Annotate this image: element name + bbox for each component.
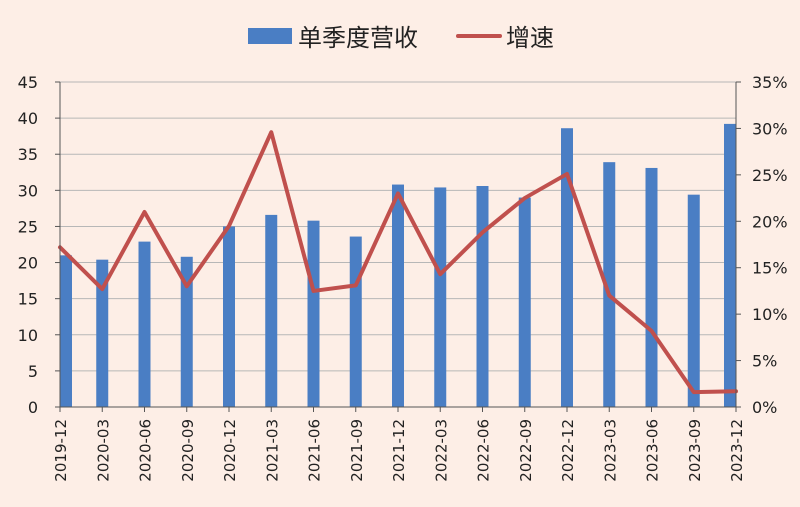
bar [60, 255, 72, 407]
x-axis-tick-label: 2020-06 [137, 419, 155, 482]
left-axis-tick-label: 10 [18, 326, 38, 345]
right-axis-tick-label: 15% [752, 259, 788, 278]
bar [434, 187, 446, 407]
left-axis-tick-label: 0 [28, 398, 38, 417]
right-axis-tick-label: 25% [752, 166, 788, 185]
x-axis-tick-label: 2023-03 [601, 419, 619, 482]
x-axis-tick-label: 2021-12 [390, 419, 408, 482]
bar [724, 124, 736, 407]
right-axis-tick-label: 30% [752, 119, 788, 138]
x-axis-tick-label: 2022-12 [559, 419, 577, 482]
bar [561, 128, 573, 407]
x-axis-tick-label: 2022-03 [432, 419, 450, 482]
bar [477, 186, 489, 407]
bar [392, 185, 404, 407]
x-axis-tick-label: 2021-06 [306, 419, 324, 482]
x-axis-tick-label: 2019-12 [52, 419, 70, 482]
left-axis-tick-label: 40 [18, 109, 38, 128]
x-axis-tick-label: 2023-09 [686, 419, 704, 482]
x-axis-tick-label: 2021-09 [348, 419, 366, 482]
bar [139, 242, 151, 407]
legend-bar-swatch [248, 28, 292, 44]
x-axis-tick-label: 2020-12 [221, 419, 239, 482]
bar [646, 168, 658, 407]
left-axis-tick-label: 35 [18, 145, 38, 164]
bar [265, 215, 277, 407]
right-axis-tick-label: 10% [752, 305, 788, 324]
bar [308, 221, 320, 407]
right-axis-tick-label: 20% [752, 212, 788, 231]
x-axis-tick-label: 2023-12 [728, 419, 746, 482]
x-axis-tick-label: 2022-09 [517, 419, 535, 482]
x-axis-tick-label: 2020-09 [179, 419, 197, 482]
bar [688, 195, 700, 407]
left-axis-tick-label: 20 [18, 254, 38, 273]
x-axis-tick-label: 2021-03 [263, 419, 281, 482]
bar [519, 198, 531, 407]
right-axis-tick-label: 35% [752, 73, 788, 92]
left-axis-tick-label: 45 [18, 73, 38, 92]
x-axis-tick-label: 2023-06 [644, 419, 662, 482]
left-axis-tick-label: 15 [18, 290, 38, 309]
right-axis-tick-label: 0% [752, 398, 777, 417]
left-axis-tick-label: 5 [28, 362, 38, 381]
bar [223, 226, 235, 407]
bar [350, 237, 362, 407]
legend-bar-label: 单季度营收 [298, 24, 418, 52]
legend-line-label: 增速 [506, 24, 554, 52]
left-axis-tick-label: 30 [18, 181, 38, 200]
left-axis-tick-label: 25 [18, 217, 38, 236]
x-axis-tick-label: 2022-06 [475, 419, 493, 482]
right-axis-tick-label: 5% [752, 352, 777, 371]
x-axis-tick-label: 2020-03 [94, 419, 112, 482]
